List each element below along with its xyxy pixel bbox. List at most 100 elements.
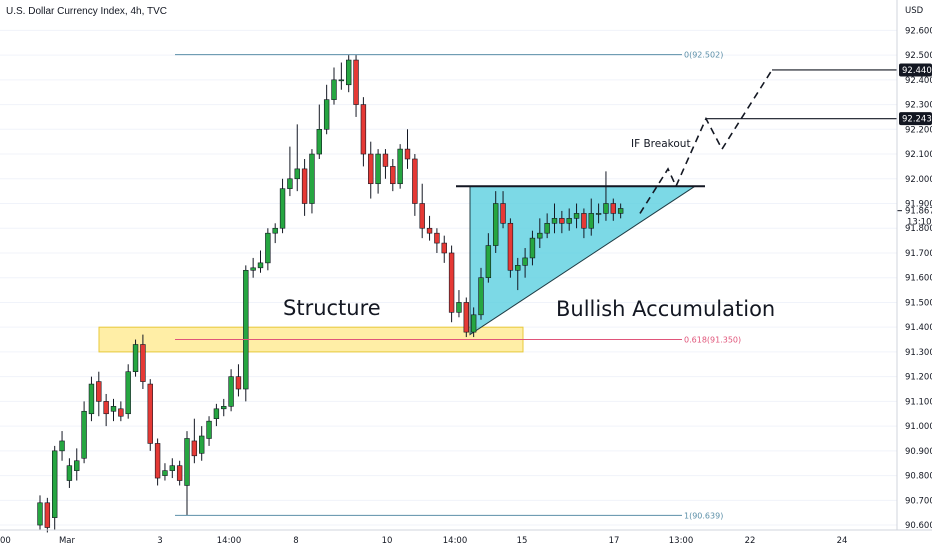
x-tick-label: 3	[157, 536, 162, 546]
y-tick-label: 91.400	[905, 323, 932, 333]
candle-body	[221, 406, 227, 410]
price-tag-label: 92.243	[902, 115, 932, 125]
candle-body	[110, 406, 117, 412]
candle-body	[419, 203, 425, 229]
x-tick-label: 8	[293, 536, 298, 546]
chart-title: U.S. Dollar Currency Index, 4h, TVC	[6, 6, 167, 17]
candle-body	[456, 302, 462, 313]
countdown-label: 13:10	[907, 218, 932, 228]
y-tick-label: 92.000	[905, 175, 932, 185]
candle-body	[51, 450, 58, 518]
y-tick-label: 92.300	[905, 101, 932, 111]
y-tick-label: 91.900	[905, 200, 932, 210]
candle-body	[235, 376, 242, 390]
candle-body	[390, 166, 396, 185]
y-tick-label: 92.400	[905, 76, 932, 86]
candle-body	[331, 79, 337, 100]
candle-body	[59, 440, 65, 452]
candle-body	[360, 104, 367, 155]
candle-body	[448, 252, 455, 313]
candle-body	[566, 218, 572, 224]
candle-body	[103, 401, 109, 415]
candle-body	[257, 262, 264, 269]
candle-body	[338, 79, 345, 82]
y-tick-label: 91.100	[905, 397, 932, 407]
candle-body	[199, 435, 205, 454]
candle-body	[603, 203, 609, 214]
candle-body	[301, 168, 308, 204]
candle-body	[397, 148, 403, 185]
candle-body	[478, 277, 484, 316]
projection-path	[639, 69, 773, 214]
candle-body	[287, 178, 293, 189]
candle-body	[345, 59, 352, 86]
candle-body	[463, 302, 469, 333]
candle-body	[66, 465, 73, 481]
candle-body	[44, 502, 51, 528]
current-price-label: 91.867	[905, 207, 932, 217]
candle-body	[250, 267, 256, 271]
candle-body	[485, 245, 492, 279]
candle-body	[559, 218, 565, 224]
candle-body	[382, 153, 389, 167]
candle-body	[588, 213, 594, 229]
y-tick-label: 91.600	[905, 274, 932, 284]
overlay-lines: 0(92.502) 0.618(91.350) 1(90.639)	[175, 51, 897, 520]
x-tick-label: 13:00	[669, 536, 694, 546]
y-tick-label: 92.500	[905, 51, 932, 61]
candle-body	[147, 383, 153, 444]
candle-body	[507, 222, 514, 271]
y-tick-label: 92.100	[905, 150, 932, 160]
y-tick-label: 91.500	[905, 298, 932, 308]
y-tick-label: 92.200	[905, 125, 932, 135]
y-tick-label: 90.600	[905, 521, 932, 531]
candle-body	[118, 408, 124, 417]
x-tick-label: 17	[609, 536, 620, 546]
y-tick-label: 91.300	[905, 348, 932, 358]
x-tick-label: 15	[517, 536, 528, 546]
candle-body	[206, 420, 212, 439]
candle-body	[441, 242, 447, 254]
candle-body	[323, 99, 330, 130]
candle-body	[309, 153, 315, 204]
bullish-accumulation-label: Bullish Accumulation	[556, 297, 775, 321]
candle-body	[169, 465, 175, 471]
y-tick-label: 91.000	[905, 422, 932, 432]
y-tick-label: 90.900	[905, 447, 932, 457]
candle-body	[522, 257, 528, 266]
x-tick-label: 10	[382, 536, 393, 546]
y-tick-label: 92.600	[905, 26, 932, 36]
if-breakout-label: IF Breakout	[631, 138, 691, 150]
candle-body	[544, 222, 550, 234]
candle-body	[279, 188, 286, 229]
candle-body	[470, 314, 477, 333]
x-tick-label: Mar	[59, 536, 76, 546]
candle-body	[573, 213, 580, 219]
candle-body	[500, 203, 506, 224]
candle-body	[176, 465, 183, 481]
y-tick-label: 91.200	[905, 373, 932, 383]
x-tick-label: 22	[745, 536, 756, 546]
candle-body	[316, 129, 322, 155]
y-tick-label: 90.700	[905, 496, 932, 506]
currency-label: USD	[905, 6, 924, 16]
y-tick-label: 91.700	[905, 249, 932, 259]
fib-label: 0(92.502)	[684, 51, 723, 60]
candle-body	[228, 376, 234, 407]
candle-body	[426, 227, 433, 234]
candle-body	[96, 381, 102, 402]
candle-body	[74, 460, 80, 471]
candle-body	[353, 59, 359, 105]
fib-label: 0.618(91.350)	[684, 336, 741, 345]
candle-body	[529, 237, 536, 259]
grid-lines	[0, 29, 897, 526]
price-tag-label: 92.440	[902, 66, 932, 76]
candle-body	[412, 158, 418, 204]
candle-body	[162, 470, 168, 476]
candle-body	[617, 208, 624, 214]
x-tick-label: 24	[837, 536, 848, 546]
candle-body	[375, 153, 381, 185]
candle-body	[37, 502, 43, 526]
candle-body	[140, 344, 146, 382]
